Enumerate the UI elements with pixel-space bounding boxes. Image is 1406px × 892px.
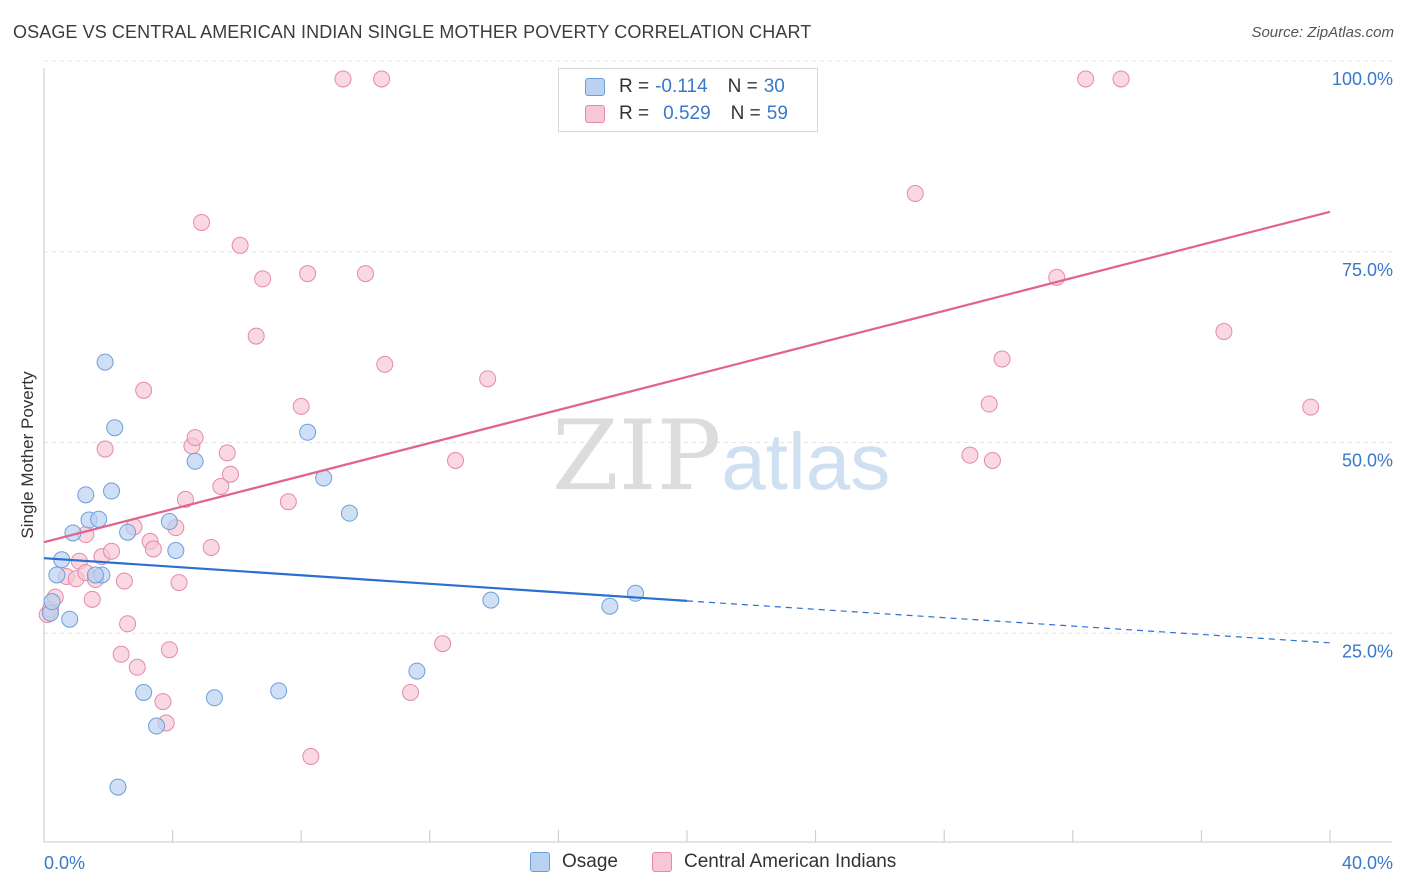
cai-point bbox=[202, 538, 220, 556]
legend-n-value: 30 bbox=[763, 76, 785, 97]
y-tick-label: 50.0% bbox=[1342, 451, 1393, 471]
cai-point bbox=[434, 635, 452, 653]
osage-point bbox=[601, 597, 619, 615]
osage-point bbox=[167, 542, 185, 560]
cai-point bbox=[373, 70, 391, 88]
series-label-osage: Osage bbox=[562, 851, 618, 872]
cai-point bbox=[447, 452, 465, 469]
legend-r-label: R = bbox=[619, 76, 650, 97]
series-legend: Osage Central American Indians bbox=[530, 851, 896, 873]
x-tick-label: 0.0% bbox=[44, 853, 85, 873]
osage-point bbox=[160, 513, 178, 531]
cai-point bbox=[334, 70, 352, 88]
cai-point bbox=[247, 327, 265, 345]
cai-point bbox=[983, 452, 1001, 469]
legend-row-cai: R = 0.529 N = 59 bbox=[585, 102, 788, 126]
cai-trend-line bbox=[43, 210, 1331, 544]
osage-point bbox=[135, 683, 153, 701]
y-tick-label: 75.0% bbox=[1342, 260, 1393, 280]
osage-point bbox=[103, 482, 121, 500]
series-swatch-cai bbox=[651, 852, 672, 872]
cai-point bbox=[961, 446, 979, 464]
osage-point bbox=[96, 353, 114, 371]
osage-point bbox=[205, 689, 223, 707]
legend-r-value: 0.529 bbox=[663, 103, 711, 124]
legend-swatch-osage bbox=[585, 78, 605, 96]
cai-point bbox=[231, 236, 249, 254]
cai-point bbox=[96, 440, 114, 458]
osage-point bbox=[106, 419, 124, 437]
cai-point bbox=[135, 381, 153, 399]
cai-point bbox=[160, 641, 178, 659]
cai-point bbox=[1112, 70, 1130, 88]
cai-point bbox=[193, 213, 211, 231]
osage-trend-line bbox=[43, 557, 688, 602]
cai-point bbox=[212, 477, 230, 495]
cai-point bbox=[1302, 398, 1320, 416]
legend-row-osage: R = -0.114 N = 30 bbox=[585, 75, 785, 99]
cai-point bbox=[479, 370, 497, 388]
osage-point bbox=[482, 591, 500, 609]
cai-point bbox=[186, 429, 204, 447]
series-swatch-osage bbox=[530, 852, 550, 872]
cai-point bbox=[402, 683, 420, 701]
chart-title: OSAGE VS CENTRAL AMERICAN INDIAN SINGLE … bbox=[13, 22, 812, 42]
cai-point bbox=[906, 184, 924, 202]
cai-point bbox=[357, 265, 374, 283]
cai-point bbox=[218, 444, 236, 462]
y-tick-label: 100.0% bbox=[1332, 69, 1393, 89]
legend-swatch-cai bbox=[585, 105, 605, 123]
correlation-legend: R = -0.114 N = 30 R = 0.529 N = 59 bbox=[558, 68, 818, 132]
osage-point bbox=[90, 510, 108, 528]
cai-point bbox=[128, 658, 146, 676]
osage-point bbox=[148, 717, 166, 735]
cai-point bbox=[176, 490, 194, 508]
cai-point bbox=[299, 265, 317, 283]
source-label: Source: ZipAtlas.com bbox=[1251, 24, 1394, 41]
osage-point bbox=[340, 504, 358, 522]
cai-point bbox=[376, 355, 394, 373]
osage-point bbox=[186, 452, 204, 470]
cai-point bbox=[292, 397, 310, 415]
osage-point bbox=[61, 610, 79, 628]
cai-point bbox=[103, 542, 121, 560]
osage-trend-extension bbox=[686, 600, 1331, 644]
osage-point bbox=[408, 662, 426, 680]
cai-point bbox=[119, 615, 137, 633]
y-tick-label: 25.0% bbox=[1342, 641, 1393, 661]
x-tick-label: 40.0% bbox=[1342, 853, 1393, 873]
osage-point bbox=[119, 523, 137, 541]
series-label-cai: Central American Indians bbox=[683, 851, 897, 872]
legend-n-value: 59 bbox=[766, 103, 788, 124]
osage-point bbox=[299, 423, 317, 441]
cai-point bbox=[115, 572, 133, 590]
cai-point bbox=[83, 590, 101, 608]
cai-point bbox=[1215, 323, 1233, 341]
osage-point bbox=[43, 593, 61, 611]
osage-point bbox=[109, 778, 127, 796]
cai-point bbox=[154, 693, 172, 711]
cai-point bbox=[279, 493, 297, 511]
osage-point bbox=[77, 486, 95, 504]
osage-point bbox=[270, 682, 288, 700]
cai-point bbox=[1077, 70, 1095, 88]
legend-n-label: N = bbox=[730, 103, 761, 124]
cai-point bbox=[980, 395, 998, 413]
cai-point bbox=[144, 540, 162, 558]
cai-point bbox=[254, 270, 272, 288]
legend-r-label: R = bbox=[619, 103, 650, 124]
osage-point bbox=[86, 566, 104, 584]
cai-point bbox=[112, 645, 130, 663]
legend-r-value: -0.114 bbox=[655, 76, 708, 97]
legend-n-label: N = bbox=[727, 76, 758, 97]
cai-point bbox=[170, 574, 188, 592]
cai-point bbox=[302, 748, 320, 766]
cai-point bbox=[221, 465, 239, 483]
osage-point bbox=[48, 566, 66, 584]
y-axis-label: Single Mother Poverty bbox=[18, 371, 37, 539]
cai-point bbox=[993, 350, 1011, 368]
